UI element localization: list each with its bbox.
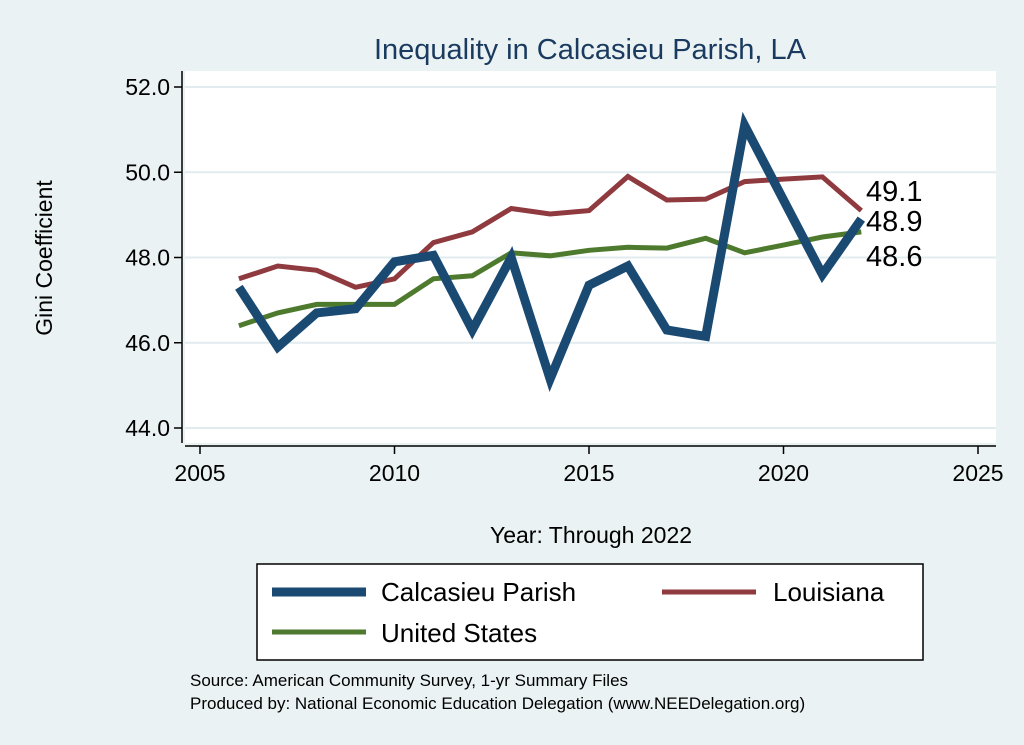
end-label-calcasieu: 48.9: [866, 206, 922, 238]
end-label-united-states: 48.6: [866, 241, 922, 273]
legend-label-united-states: United States: [381, 618, 537, 648]
series-line-louisiana: [238, 173, 863, 290]
y-tick-label: 48.0: [125, 245, 170, 271]
producer-note: Produced by: National Economic Education…: [190, 694, 805, 713]
series-lines: [235, 111, 865, 393]
y-tick-label: 52.0: [125, 74, 170, 100]
x-tick-labels: 2005 2010 2015 2020 2025: [174, 460, 1003, 486]
x-tick-label: 2005: [174, 460, 225, 486]
chart-title: Inequality in Calcasieu Parish, LA: [374, 34, 807, 66]
source-note: Source: American Community Survey, 1-yr …: [190, 671, 628, 690]
end-labels: 49.1 48.9 48.6: [866, 176, 922, 273]
y-tick-label: 46.0: [125, 330, 170, 356]
series-line-united-states: [238, 229, 862, 329]
x-tick-label: 2010: [369, 460, 420, 486]
x-tick-label: 2020: [758, 460, 809, 486]
y-axis-title: Gini Coefficient: [31, 180, 57, 336]
series-line-calcasieu-parish: [235, 111, 865, 393]
tick-marks: [174, 86, 979, 454]
legend: Calcasieu Parish Louisiana United States: [256, 563, 924, 661]
legend-label-calcasieu-parish: Calcasieu Parish: [381, 577, 576, 607]
x-tick-label: 2025: [952, 460, 1003, 486]
legend-box: [256, 563, 924, 661]
y-tick-label: 50.0: [125, 159, 170, 185]
end-label-louisiana: 49.1: [866, 176, 922, 208]
y-tick-label: 44.0: [125, 415, 170, 441]
x-tick-label: 2015: [563, 460, 614, 486]
grid-lines: [185, 86, 996, 429]
legend-label-louisiana: Louisiana: [773, 577, 885, 607]
x-axis-title: Year: Through 2022: [490, 522, 692, 548]
y-tick-labels: 44.0 46.0 48.0 50.0 52.0: [125, 74, 170, 441]
